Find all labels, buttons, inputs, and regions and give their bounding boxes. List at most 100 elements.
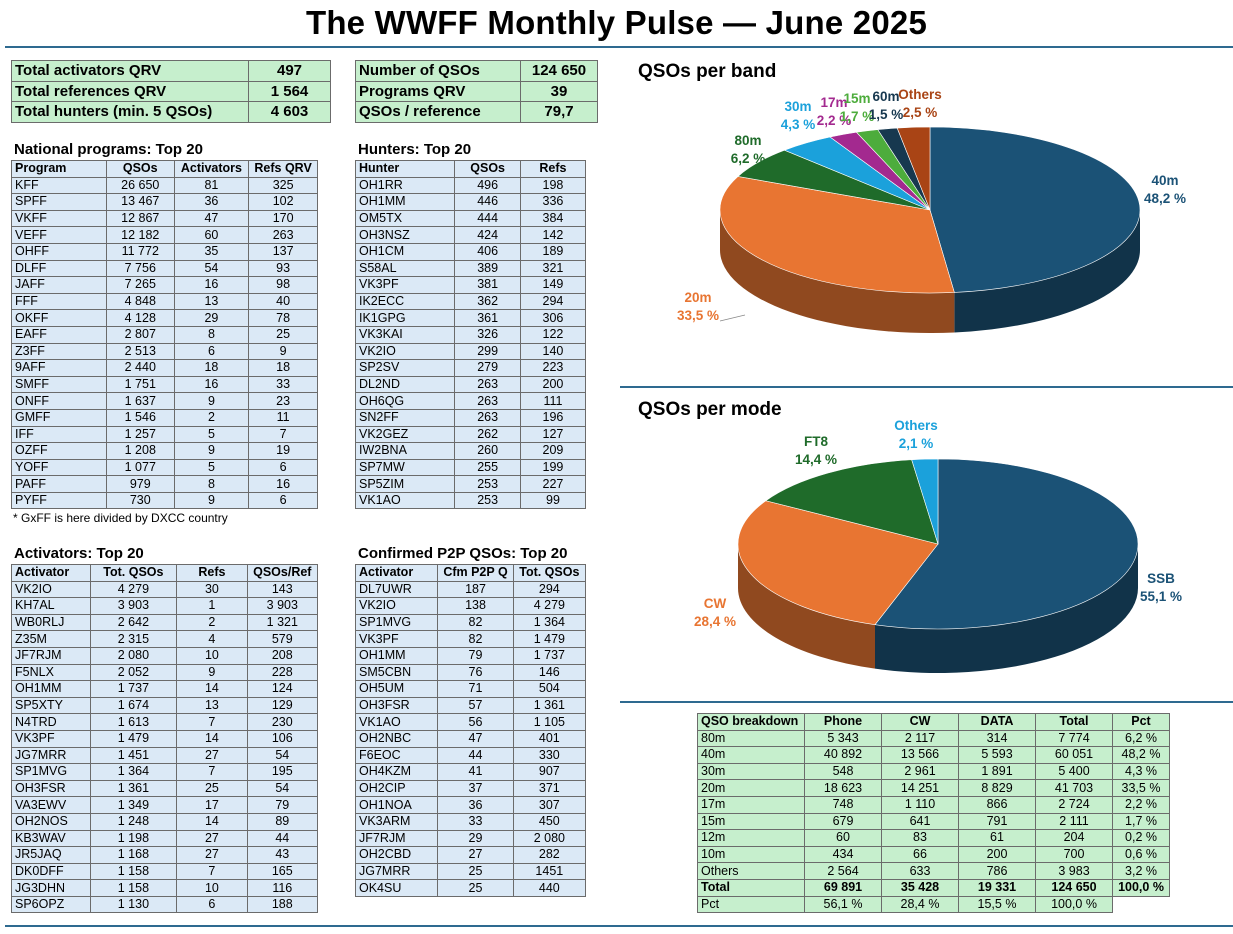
- table-cell: 2 564: [804, 862, 882, 880]
- table-cell: 187: [437, 580, 514, 599]
- table-cell: 6: [176, 895, 248, 914]
- empty-cell: [1113, 896, 1170, 913]
- table-cell: 122: [519, 325, 587, 344]
- table-cell: 30m: [697, 762, 805, 781]
- pie-side-ssb: [875, 544, 1138, 673]
- table-cell: 209: [519, 442, 587, 460]
- table-cell: Z3FF: [11, 342, 107, 361]
- table-cell: DL2ND: [354, 375, 456, 394]
- table-cell: OH3NSZ: [354, 226, 456, 244]
- table-cell: 2: [173, 408, 250, 427]
- table-cell: Others: [697, 862, 805, 880]
- slice-label: Others: [894, 418, 938, 433]
- table-cell: 294: [512, 580, 587, 599]
- table-cell: KFF: [11, 176, 107, 195]
- table-row: JG3DHN 1 158 10 116: [11, 879, 319, 897]
- slice-value-label: 1,7 %: [840, 109, 875, 124]
- table-row: OH1MM 79 1 737: [354, 646, 587, 665]
- table-row: OKFF 4 128 29 78: [11, 309, 318, 327]
- table-cell: 253: [454, 491, 521, 510]
- table-cell: 227: [519, 475, 587, 493]
- table-cell: VK3PF: [354, 276, 456, 294]
- table-cell: 314: [958, 729, 1036, 748]
- summary-row: Total activators QRV 497: [11, 60, 331, 82]
- table-cell: 27: [176, 846, 248, 864]
- table-cell: 2 642: [89, 613, 178, 632]
- table-cell: 700: [1035, 845, 1113, 864]
- table-row: OH4KZM 41 907: [354, 763, 587, 781]
- table-row: OH6QG 263 111: [354, 392, 587, 410]
- table-cell: SP2SV: [354, 359, 456, 377]
- table-cell: 1 110: [881, 795, 959, 814]
- slice-value-label: 6,2 %: [731, 151, 766, 166]
- table-row: JR5JAQ 1 168 27 43: [11, 846, 319, 864]
- table-row: VK1AO 56 1 105: [354, 713, 587, 731]
- table-cell: 260: [454, 442, 521, 460]
- table-cell: 17: [176, 796, 248, 814]
- table-cell: 6: [173, 342, 250, 361]
- table-cell: 69 891: [804, 878, 882, 897]
- table-cell: 7: [176, 763, 248, 781]
- table-cell: SP6OPZ: [11, 895, 91, 914]
- table-cell: 1 751: [105, 375, 175, 394]
- table-cell: 1 248: [89, 812, 178, 831]
- table-cell: 35 428: [881, 878, 959, 897]
- table-cell: 10m: [697, 845, 805, 864]
- slice-label: 17m: [820, 95, 847, 110]
- table-row: VK3KAI 326 122: [354, 325, 587, 344]
- table-cell: 79: [437, 646, 514, 665]
- summary-row: Number of QSOs 124 650: [355, 60, 598, 82]
- table-cell: 633: [881, 862, 959, 880]
- table-cell: VA3EWV: [11, 796, 91, 814]
- table-cell: 1: [176, 597, 248, 615]
- table-row: WB0RLJ 2 642 2 1 321: [11, 613, 319, 632]
- table-cell: 43: [246, 846, 319, 864]
- table-cell: 325: [248, 176, 318, 195]
- table-cell: 37: [437, 779, 514, 798]
- table-cell: 9: [176, 663, 248, 682]
- table-cell: OH5UM: [354, 680, 439, 698]
- table-cell: 2 315: [89, 630, 178, 648]
- band-pie-chart: 40m 48,2 % 20m 33,5 % 80m 6,2 % 30m 4,3 % 17m 2,2…: [677, 87, 1186, 333]
- table-cell: JF7RJM: [354, 829, 439, 848]
- summary-value: 4 603: [248, 101, 331, 123]
- table-cell: 124: [246, 680, 319, 698]
- table-cell: ONFF: [11, 392, 107, 410]
- table-cell: 2 080: [512, 829, 587, 848]
- table-row: JG7MRR 1 451 27 54: [11, 746, 319, 765]
- table-cell: 0,6 %: [1112, 845, 1170, 864]
- slice-label: 40m: [1151, 173, 1178, 188]
- table-row: SP2SV 279 223: [354, 359, 587, 377]
- table-cell: 14: [176, 812, 248, 831]
- table-cell: 641: [881, 812, 959, 831]
- pie-slice-40m: [929, 126, 1141, 293]
- table-cell: 440: [512, 879, 587, 897]
- table-row: OH3FSR 1 361 25 54: [11, 779, 319, 798]
- table-cell: 255: [454, 458, 521, 477]
- summary-value: 124 650: [520, 60, 598, 82]
- table-cell: 979: [105, 475, 175, 493]
- table-row: OH1MM 446 336: [354, 193, 587, 211]
- table-cell: 47: [437, 729, 514, 748]
- table-cell: 165: [246, 862, 319, 881]
- slice-value-label: 1,5 %: [869, 107, 904, 122]
- table-row: VKFF 12 867 47 170: [11, 209, 318, 228]
- table-cell: GMFF: [11, 408, 107, 427]
- table-cell: 12m: [697, 829, 805, 847]
- table-cell: 195: [246, 763, 319, 781]
- table-cell: 1 077: [105, 458, 175, 477]
- title-rule: [5, 46, 1233, 48]
- pie-slice-others: [896, 126, 931, 211]
- table-cell: 579: [246, 630, 319, 648]
- table-cell: JAFF: [11, 276, 107, 294]
- slice-label: CW: [704, 596, 727, 611]
- table-cell: 263: [454, 408, 521, 427]
- pie-slice-ft8: [765, 459, 939, 545]
- table-cell: IK1GPG: [354, 309, 456, 327]
- table-cell: 1 257: [105, 425, 175, 444]
- table-cell: OHFF: [11, 242, 107, 261]
- table-cell: KH7AL: [11, 597, 91, 615]
- table-row: YOFF 1 077 5 6: [11, 458, 318, 477]
- column-header: Cfm P2P Q: [437, 564, 514, 582]
- table-cell: 2 052: [89, 663, 178, 682]
